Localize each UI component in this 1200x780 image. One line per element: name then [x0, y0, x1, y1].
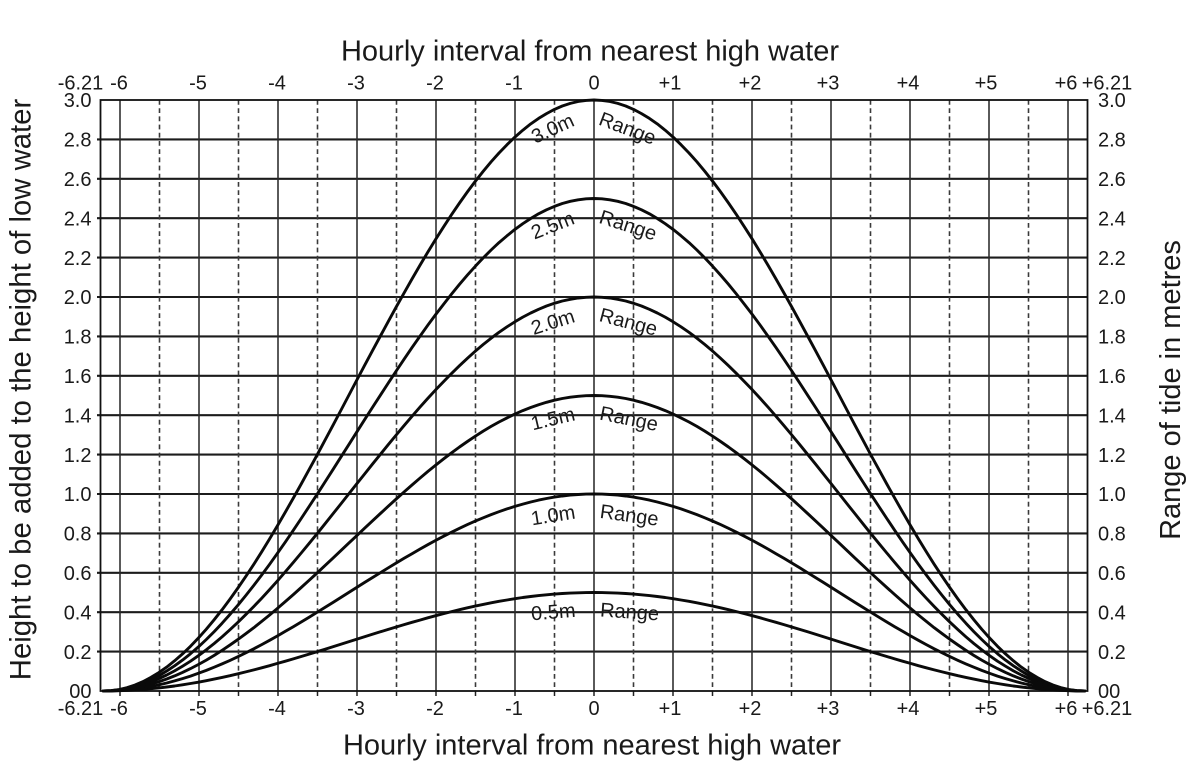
svg-text:0.2: 0.2 [1098, 642, 1126, 664]
svg-text:2.6: 2.6 [1098, 169, 1126, 191]
svg-text:1.4: 1.4 [1098, 405, 1126, 427]
svg-text:2.4: 2.4 [64, 208, 92, 230]
svg-text:-6.21: -6.21 [58, 698, 104, 720]
svg-text:+6.21: +6.21 [1082, 72, 1133, 94]
svg-text:1.2: 1.2 [1098, 445, 1126, 467]
svg-text:00: 00 [1098, 681, 1120, 703]
svg-text:0.4: 0.4 [64, 602, 92, 624]
svg-text:+3: +3 [817, 72, 840, 94]
svg-text:-2: -2 [426, 698, 444, 720]
svg-text:0.4: 0.4 [1098, 602, 1126, 624]
svg-text:-1: -1 [505, 698, 523, 720]
svg-text:2.2: 2.2 [64, 248, 92, 270]
svg-text:+1: +1 [659, 698, 682, 720]
svg-text:0.6: 0.6 [64, 563, 92, 585]
svg-text:00: 00 [69, 681, 91, 703]
svg-text:1.0: 1.0 [64, 484, 92, 506]
svg-text:2.0: 2.0 [1098, 287, 1126, 309]
svg-text:-1: -1 [505, 72, 523, 94]
svg-text:0.6: 0.6 [1098, 563, 1126, 585]
svg-text:-3: -3 [347, 698, 365, 720]
svg-text:1.2: 1.2 [64, 445, 92, 467]
svg-text:0: 0 [588, 698, 599, 720]
svg-text:0.2: 0.2 [64, 642, 92, 664]
svg-text:+6: +6 [1055, 698, 1078, 720]
svg-text:+4: +4 [897, 72, 920, 94]
svg-text:-5: -5 [189, 72, 207, 94]
svg-text:1.6: 1.6 [1098, 366, 1126, 388]
svg-text:0: 0 [588, 72, 599, 94]
svg-text:+3: +3 [817, 698, 840, 720]
svg-text:+6: +6 [1055, 72, 1078, 94]
svg-text:-4: -4 [268, 72, 286, 94]
svg-text:1.0: 1.0 [1098, 484, 1126, 506]
svg-text:Height to be added to the heig: Height to be added to the height of low … [5, 99, 38, 681]
svg-text:3.0: 3.0 [1098, 90, 1126, 112]
svg-text:1.8: 1.8 [64, 327, 92, 349]
svg-text:Hourly interval from nearest h: Hourly interval from nearest high water [343, 730, 841, 762]
svg-text:+2: +2 [739, 72, 762, 94]
svg-text:+6.21: +6.21 [1082, 698, 1133, 720]
svg-text:1.6: 1.6 [64, 366, 92, 388]
svg-text:Range of tide in metres: Range of tide in metres [1155, 240, 1187, 540]
svg-text:2.0: 2.0 [64, 287, 92, 309]
svg-text:3.0: 3.0 [64, 90, 92, 112]
svg-text:-4: -4 [268, 698, 286, 720]
svg-text:2.8: 2.8 [1098, 130, 1126, 152]
svg-text:0.8: 0.8 [64, 524, 92, 546]
svg-text:+2: +2 [739, 698, 762, 720]
svg-text:2.8: 2.8 [64, 130, 92, 152]
svg-text:0.5m: 0.5m [530, 600, 576, 625]
svg-text:-6: -6 [110, 698, 128, 720]
svg-text:2.6: 2.6 [64, 169, 92, 191]
svg-text:0.8: 0.8 [1098, 524, 1126, 546]
svg-text:1.4: 1.4 [64, 405, 92, 427]
svg-text:1.8: 1.8 [1098, 327, 1126, 349]
svg-text:2.2: 2.2 [1098, 248, 1126, 270]
svg-text:-2: -2 [426, 72, 444, 94]
svg-text:+5: +5 [975, 698, 998, 720]
svg-text:+1: +1 [659, 72, 682, 94]
svg-text:+4: +4 [897, 698, 920, 720]
svg-text:-6: -6 [110, 72, 128, 94]
svg-text:-3: -3 [347, 72, 365, 94]
svg-text:+5: +5 [975, 72, 998, 94]
svg-text:Hourly interval from nearest h: Hourly interval from nearest high water [341, 36, 839, 68]
svg-text:-6.21: -6.21 [58, 72, 104, 94]
svg-text:2.4: 2.4 [1098, 208, 1126, 230]
svg-text:-5: -5 [189, 698, 207, 720]
svg-text:Range: Range [599, 599, 659, 625]
